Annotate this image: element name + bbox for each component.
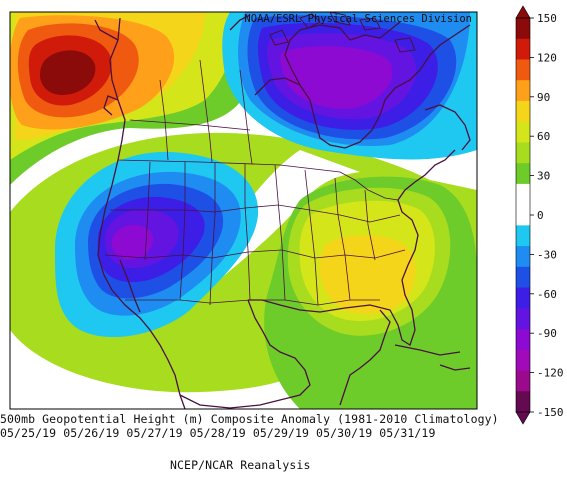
colorbar-segment: [516, 204, 530, 226]
arctic-islands: [269, 12, 416, 53]
colorbar-segment: [516, 349, 530, 372]
colorbar-label: 150: [537, 12, 557, 25]
colorbar-segment: [516, 246, 530, 268]
colorbar-segment: [516, 80, 530, 102]
colorbar-segment: [516, 18, 530, 40]
colorbar-max-arrow: [515, 5, 531, 19]
negative-anomaly-hudson-bay: [222, 12, 477, 160]
colorbar-segment: [516, 100, 530, 123]
positive-anomaly-southeast-us: [264, 176, 477, 409]
negative-anomaly-southwest-us: [55, 151, 259, 338]
colorbar-label: -60: [537, 288, 557, 301]
map-frame: [9, 11, 478, 410]
colorbar-min-arrow: [515, 411, 531, 425]
credit-text: NOAA/ESRL Physical Sciences Division: [244, 13, 472, 25]
coastline-outlines: [94, 14, 471, 409]
political-borders: [104, 59, 406, 306]
colorbar-label: 30: [537, 170, 550, 183]
colorbar-label: 60: [537, 130, 550, 143]
caption-title: 500mb Geopotential Height (m) Composite …: [0, 412, 499, 426]
positive-anomaly-pacific: [10, 12, 262, 185]
colorbar-segment: [516, 38, 530, 60]
colorbar-segment: [516, 183, 530, 206]
colorbar-segment: [516, 391, 530, 413]
colorbar-label: 0: [537, 209, 544, 222]
map-panel: [10, 12, 477, 409]
colorbar-segment: [516, 225, 530, 247]
colorbar-label: -120: [537, 367, 564, 380]
colorbar-segment: [516, 370, 530, 392]
caption-source: NCEP/NCAR Reanalysis: [170, 458, 311, 472]
colorbar-label: -90: [537, 327, 557, 340]
colorbar-segment: [516, 266, 530, 289]
colorbar: 150 120 90 60 30 0 -30 -60 -90 -120 -150: [515, 5, 564, 425]
colorbar-segment: [516, 287, 530, 309]
colorbar-segment: [516, 329, 530, 351]
colorbar-segment: [516, 59, 530, 81]
caption-dates: 05/25/19 05/26/19 05/27/19 05/28/19 05/2…: [0, 426, 436, 440]
colorbar-label: -150: [537, 406, 564, 419]
colorbar-segment: [516, 142, 530, 164]
colorbar-segment: [516, 121, 530, 143]
colorbar-label: 120: [537, 51, 557, 64]
colorbar-segment: [516, 308, 530, 330]
colorbar-label: 90: [537, 91, 550, 104]
colorbar-label: -30: [537, 248, 557, 261]
colorbar-segment: [516, 163, 530, 185]
